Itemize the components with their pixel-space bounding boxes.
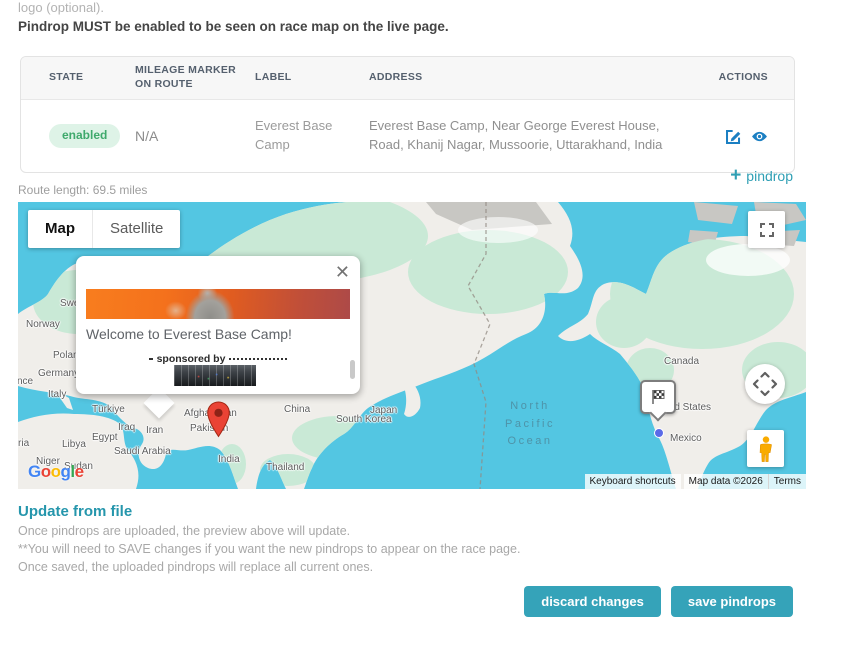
- plus-icon: +: [730, 165, 742, 186]
- add-pindrop-button[interactable]: + pindrop: [730, 165, 793, 186]
- status-badge: enabled: [49, 124, 121, 148]
- header-label: LABEL: [255, 71, 292, 84]
- update-note: **You will need to SAVE changes if you w…: [18, 542, 521, 556]
- pindrop-marker[interactable]: [206, 401, 231, 443]
- map-country-label: Libya: [62, 439, 86, 450]
- pan-control[interactable]: [745, 364, 785, 404]
- map-type-control: Map Satellite: [28, 210, 181, 248]
- fullscreen-icon: [759, 222, 774, 237]
- actions-cell: [684, 128, 794, 145]
- edit-pindrop-icon[interactable]: [725, 128, 742, 145]
- ocean-label: North Pacific Ocean: [505, 400, 555, 448]
- map-button[interactable]: Map: [45, 220, 75, 237]
- sponsor-image: [174, 365, 256, 386]
- discard-changes-button[interactable]: discard changes: [524, 586, 661, 617]
- map-country-label: Saudi Arabia: [114, 446, 171, 457]
- update-from-file-heading[interactable]: Update from file: [18, 503, 133, 520]
- google-logo[interactable]: Google: [28, 462, 84, 481]
- sponsored-by-row: sponsored by: [76, 353, 360, 365]
- dotted-line: [229, 358, 288, 360]
- route-length-text: Route length: 69.5 miles: [18, 183, 148, 197]
- header-actions: ACTIONS: [718, 71, 768, 84]
- add-pindrop-label: pindrop: [746, 168, 793, 184]
- fullscreen-button[interactable]: [748, 211, 785, 248]
- map-country-label: Algeria: [18, 438, 30, 449]
- map-country-label: Mexico: [670, 433, 702, 444]
- map-country-label: China: [284, 404, 311, 415]
- close-icon[interactable]: ✕: [334, 262, 350, 282]
- terms-link[interactable]: Terms: [767, 474, 806, 489]
- update-note: Once pindrops are uploaded, the preview …: [18, 524, 351, 538]
- street-view-pegman[interactable]: [747, 430, 784, 467]
- update-note: Once saved, the uploaded pindrops will r…: [18, 560, 374, 574]
- header-state: STATE: [49, 71, 84, 84]
- map-country-label: Türkiye: [92, 404, 125, 415]
- race-map[interactable]: Sweden Norway Poland Germany France Ital…: [18, 202, 806, 489]
- footer-buttons: discard changes save pindrops: [20, 586, 793, 617]
- map-country-label: India: [218, 454, 240, 465]
- header-address: ADDRESS: [369, 71, 423, 84]
- pindrop-enable-notice: Pindrop MUST be enabled to be seen on ra…: [18, 19, 449, 34]
- map-country-label: Egypt: [92, 432, 118, 443]
- table-row: enabled N/A Everest Base Camp Everest Ba…: [21, 100, 794, 172]
- pindrop-banner-image: [86, 289, 350, 319]
- route-point-dot: [654, 428, 664, 438]
- popup-title: Welcome to Everest Base Camp!: [86, 326, 292, 342]
- address-cell: Everest Base Camp, Near George Everest H…: [369, 118, 663, 152]
- pindrop-table: STATE MILEAGE MARKER ON ROUTE LABEL ADDR…: [20, 56, 795, 173]
- map-country-label: Sudan: [64, 461, 93, 472]
- pan-arrows-icon: [752, 371, 778, 397]
- map-country-label: Iraq: [118, 422, 136, 433]
- save-pindrops-button[interactable]: save pindrops: [670, 586, 793, 617]
- finish-flag-marker[interactable]: [640, 380, 676, 422]
- add-pindrop-row: + pindrop: [20, 165, 793, 186]
- map-country-label: Pakistan: [190, 423, 229, 434]
- view-pindrop-icon[interactable]: [751, 128, 768, 145]
- pindrop-table-header: STATE MILEAGE MARKER ON ROUTE LABEL ADDR…: [21, 57, 794, 100]
- map-country-label: South Korea: [336, 414, 392, 425]
- pegman-icon: [759, 435, 772, 462]
- map-country-label: Japan: [370, 405, 398, 416]
- popup-scrollbar[interactable]: [350, 360, 355, 379]
- satellite-button[interactable]: Satellite: [92, 210, 180, 248]
- header-mileage-marker: MILEAGE MARKER ON ROUTE: [135, 64, 237, 90]
- sponsored-by-label: sponsored by: [156, 353, 226, 365]
- dotted-line: [148, 358, 153, 360]
- map-country-label: Thailand: [266, 462, 305, 473]
- map-country-label: Poland: [53, 350, 85, 361]
- state-cell: enabled: [21, 124, 135, 148]
- map-country-label: France: [18, 376, 34, 387]
- logo-optional-note: logo (optional).: [18, 0, 104, 15]
- map-country-label: Canada: [664, 356, 700, 367]
- map-attribution: Keyboard shortcuts Map data ©2026 Terms: [584, 474, 806, 489]
- keyboard-shortcuts-link[interactable]: Keyboard shortcuts: [584, 474, 681, 489]
- map-country-label: Norway: [26, 319, 60, 330]
- map-country-label: Iran: [146, 425, 164, 436]
- map-country-label: Italy: [48, 389, 67, 400]
- map-country-label: Niger: [36, 456, 60, 467]
- map-data-text: Map data ©2026: [683, 474, 768, 489]
- map-country-label: United States: [651, 402, 712, 413]
- label-cell: Everest Base Camp: [255, 118, 333, 152]
- mileage-cell: N/A: [135, 127, 159, 144]
- pindrop-info-popup: ✕ Welcome to Everest Base Camp! sponsore…: [76, 256, 360, 394]
- map-country-label: Germany: [38, 368, 80, 379]
